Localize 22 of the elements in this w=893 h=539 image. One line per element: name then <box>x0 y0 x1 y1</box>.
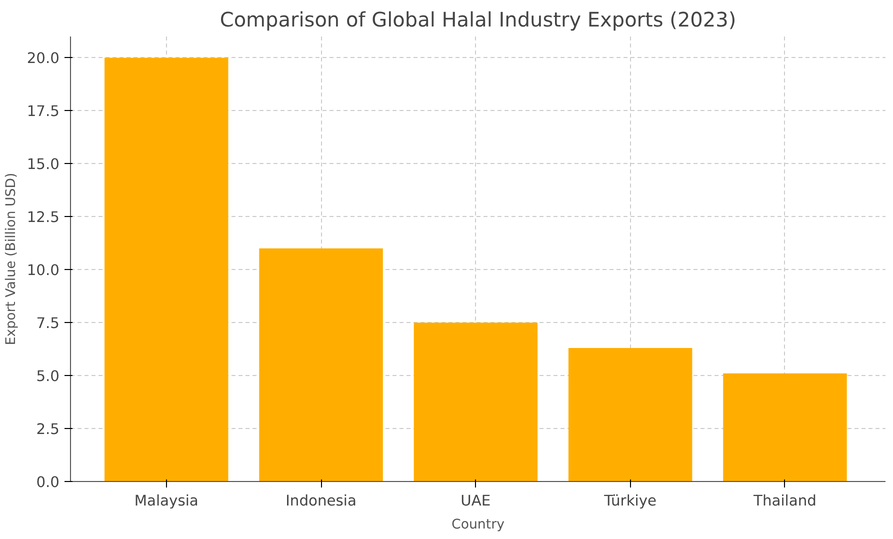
x-tick-label: Thailand <box>752 492 816 510</box>
bar <box>414 322 538 482</box>
bar <box>259 248 383 482</box>
chart-title: Comparison of Global Halal Industry Exports (2023) <box>220 8 736 32</box>
bar <box>568 348 692 482</box>
y-axis-title: Export Value (Billion USD) <box>4 172 19 346</box>
y-tick-label: 2.5 <box>36 421 60 438</box>
y-tick-label: 12.5 <box>26 209 60 226</box>
y-tick-label: 10.0 <box>26 262 60 280</box>
x-tick-label: UAE <box>460 492 491 510</box>
y-tick-label: 17.5 <box>26 103 60 120</box>
y-tick-label: 15.0 <box>26 156 60 174</box>
y-tick-label: 5.0 <box>36 368 60 386</box>
x-tick-label: Indonesia <box>286 492 356 510</box>
x-axis-title: Country <box>452 518 505 532</box>
y-tick-label: 20.0 <box>26 50 60 68</box>
y-tick-label: 7.5 <box>36 315 60 332</box>
y-tick-label: 0.0 <box>36 474 60 491</box>
x-tick-label: Türkiye <box>603 492 657 510</box>
bar <box>723 373 847 482</box>
x-tick-label: Malaysia <box>134 492 198 510</box>
bar <box>104 58 228 482</box>
